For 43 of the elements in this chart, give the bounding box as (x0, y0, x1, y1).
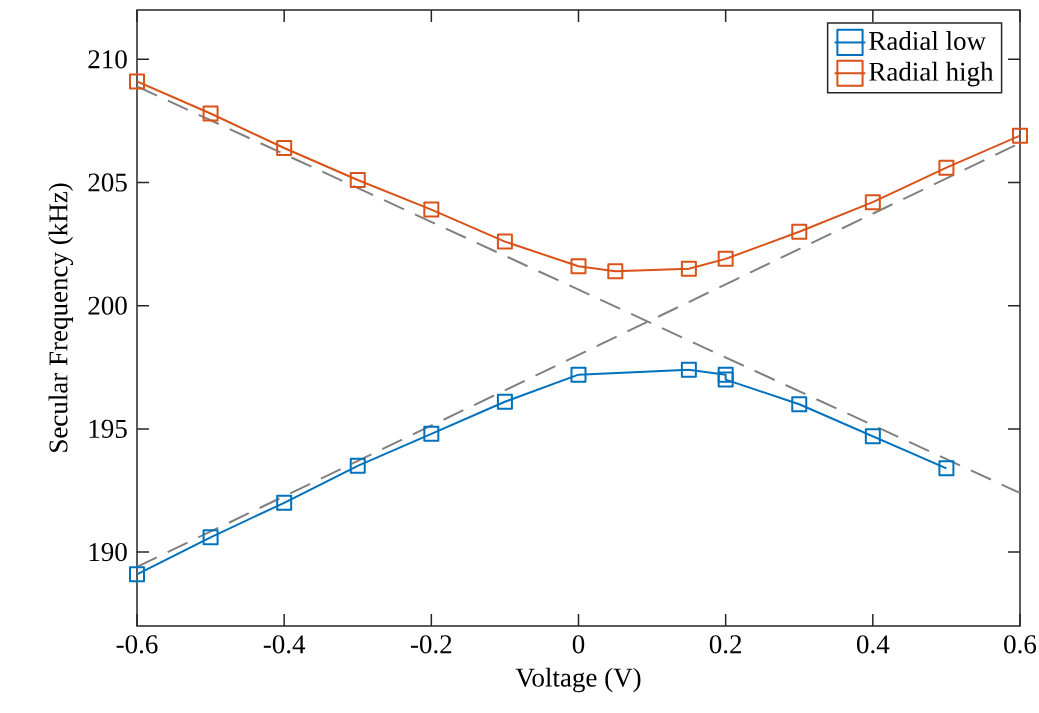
y-tick-label: 195 (89, 419, 127, 438)
point (202, 105, 219, 122)
point (938, 460, 955, 477)
y-tick-label: 210 (88, 50, 127, 69)
point (1012, 127, 1028, 144)
y-tick-label: 200 (88, 296, 127, 315)
x-tick-label: 0.4 (856, 635, 890, 654)
point (129, 73, 145, 90)
y-tick-label: 190 (89, 542, 127, 562)
x-tick-label: 0.6 (1004, 635, 1037, 654)
y-axis-title: Secular Frequency (kHz) (48, 183, 74, 452)
point (791, 396, 808, 413)
point (680, 260, 697, 277)
point (938, 159, 955, 176)
point (349, 172, 366, 189)
point (864, 428, 881, 445)
point (717, 371, 734, 388)
y-tick-label: 205 (88, 173, 127, 192)
legend-label: Radial high (869, 61, 994, 87)
x-tick-label: -0.6 (116, 635, 158, 654)
point (423, 425, 440, 442)
x-tick-label: -0.4 (263, 635, 306, 654)
point (607, 263, 624, 280)
x-tick-label: 0 (572, 635, 585, 654)
point (496, 233, 513, 250)
point (570, 258, 587, 275)
point (276, 494, 293, 511)
point (864, 194, 881, 211)
x-tick-label: 0.2 (709, 635, 742, 654)
point (717, 366, 734, 383)
x-tick-label: -0.2 (410, 635, 452, 654)
point (717, 250, 734, 267)
x-axis-title: Voltage (V) (515, 667, 641, 693)
point (202, 529, 219, 546)
point (129, 566, 145, 583)
point (680, 361, 697, 378)
point (570, 366, 587, 383)
point (349, 457, 366, 474)
legend-label: Radial low (869, 31, 986, 51)
point (423, 201, 440, 218)
point (791, 223, 808, 240)
point (496, 393, 513, 410)
point (276, 139, 293, 156)
